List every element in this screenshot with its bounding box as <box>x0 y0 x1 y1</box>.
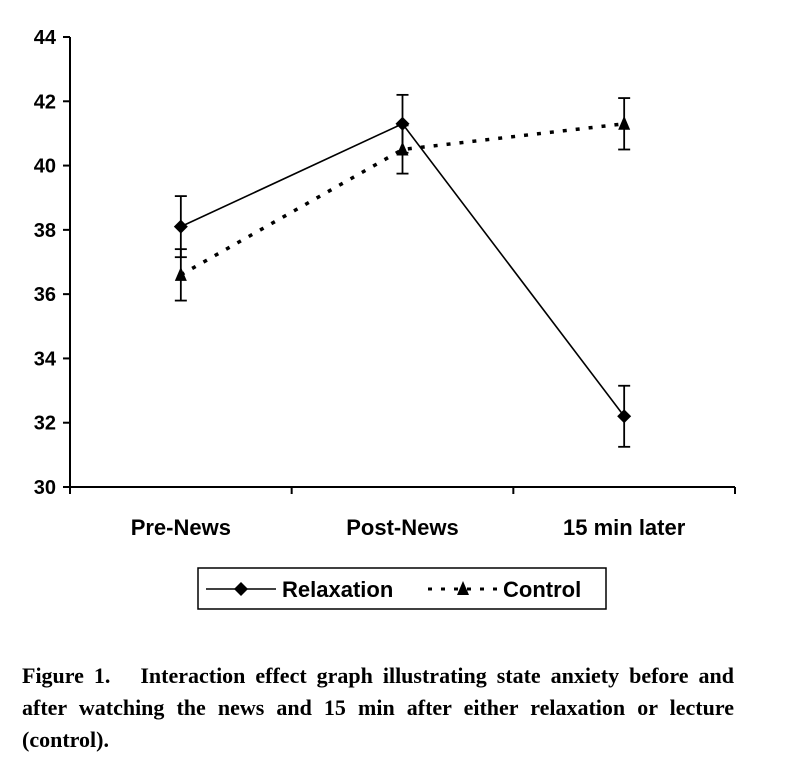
y-tick-label: 42 <box>34 91 56 113</box>
y-tick-label: 36 <box>34 284 56 306</box>
data-point-relaxation <box>395 116 410 131</box>
data-point-control <box>618 115 631 130</box>
y-tick-label: 32 <box>34 413 56 435</box>
y-tick-label: 34 <box>34 348 57 370</box>
y-tick-label: 44 <box>34 27 57 49</box>
x-tick-label: 15 min later <box>563 515 686 540</box>
legend-label-control: Control <box>503 577 581 602</box>
data-point-relaxation <box>173 219 188 234</box>
legend-label-relaxation: Relaxation <box>282 577 393 602</box>
figure-caption: Figure 1. Interaction effect graph illus… <box>22 663 734 752</box>
y-tick-label: 40 <box>34 156 56 178</box>
data-point-relaxation <box>617 409 632 424</box>
legend-marker-relaxation <box>234 582 248 596</box>
line-chart: 30 32 34 36 38 40 42 44 Pre-News Post-News 15 min … <box>34 27 736 610</box>
legend-marker-control <box>457 581 469 595</box>
series-line-control <box>179 122 625 277</box>
data-point-control <box>174 266 187 281</box>
y-tick-label: 30 <box>34 477 56 499</box>
x-tick-label: Pre-News <box>131 515 231 540</box>
y-tick-label: 38 <box>34 220 56 242</box>
x-tick-label: Post-News <box>346 515 458 540</box>
data-point-control <box>396 141 409 156</box>
